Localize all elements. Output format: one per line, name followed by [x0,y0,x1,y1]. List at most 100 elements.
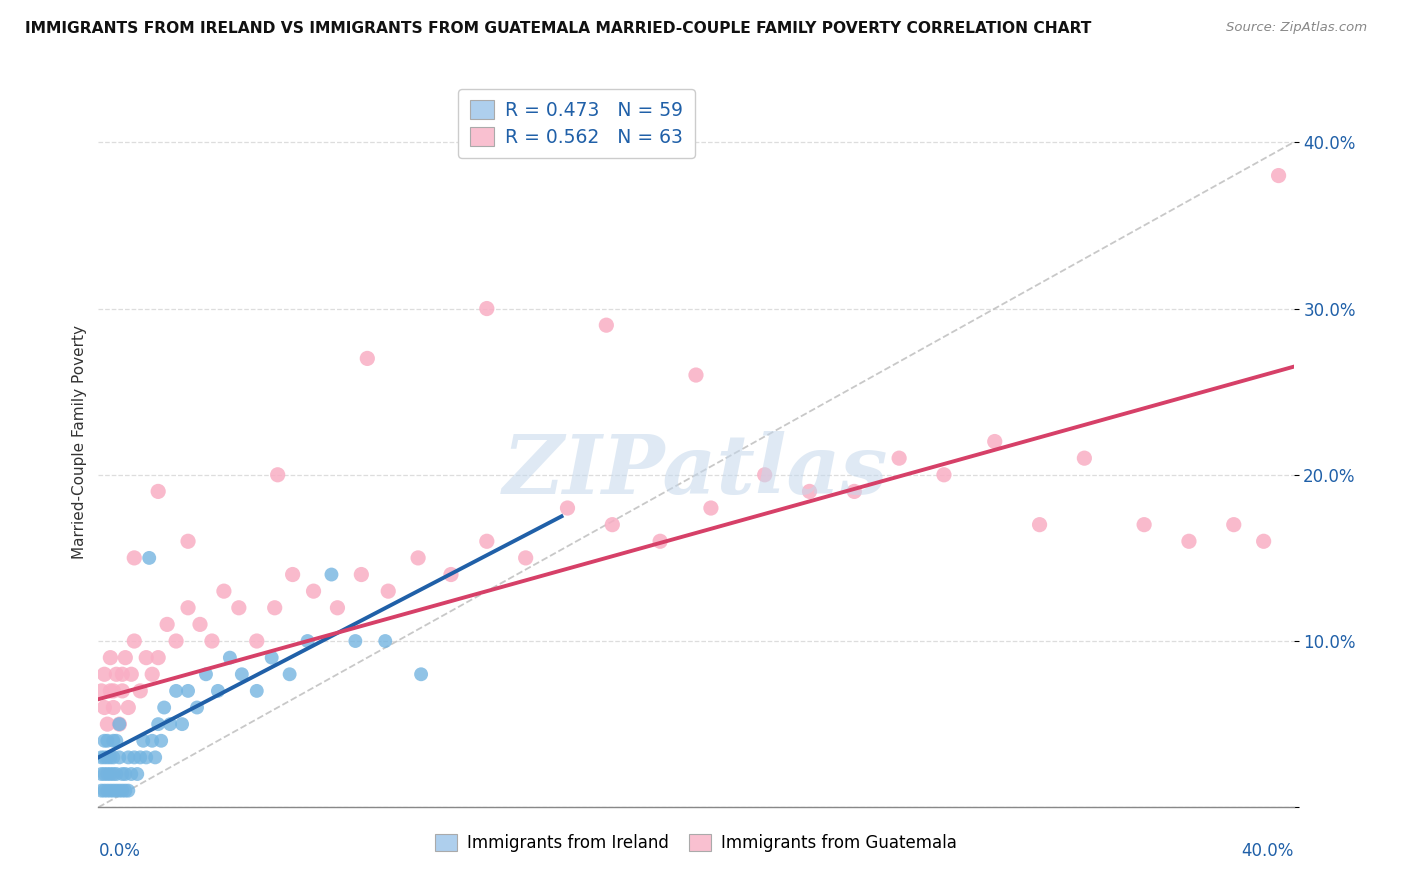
Text: Source: ZipAtlas.com: Source: ZipAtlas.com [1226,21,1367,35]
Text: IMMIGRANTS FROM IRELAND VS IMMIGRANTS FROM GUATEMALA MARRIED-COUPLE FAMILY POVER: IMMIGRANTS FROM IRELAND VS IMMIGRANTS FR… [25,21,1091,37]
Point [188,617,211,632]
Point [90,750,112,764]
Point [1073,451,1095,466]
Point [103,783,125,797]
Point [356,351,378,366]
Point [105,667,128,681]
Point [90,783,112,797]
Point [344,634,367,648]
Point [108,717,131,731]
Point [108,750,131,764]
Point [1267,169,1289,183]
Point [98,767,122,781]
Point [143,750,166,764]
Point [129,684,152,698]
Text: 40.0%: 40.0% [1241,842,1294,861]
Text: ZIPatlas: ZIPatlas [503,431,889,511]
Point [172,717,194,731]
Point [700,501,723,516]
Point [186,700,208,714]
Point [150,733,173,747]
Point [246,684,269,698]
Point [114,650,136,665]
Point [108,783,131,797]
Point [120,767,142,781]
Point [103,767,125,781]
Point [103,750,125,764]
Point [377,584,399,599]
Point [889,451,911,466]
Point [111,684,134,698]
Point [411,667,433,681]
Point [103,700,125,714]
Point [754,467,776,482]
Point [98,750,122,764]
Point [263,600,285,615]
Point [177,600,200,615]
Point [148,717,170,731]
Point [278,667,301,681]
Point [932,467,955,482]
Point [96,717,118,731]
Point [135,750,157,764]
Point [138,550,160,565]
Point [1223,517,1246,532]
Point [281,567,304,582]
Point [374,634,396,648]
Point [302,584,325,599]
Point [177,534,200,549]
Point [105,783,128,797]
Point [105,733,128,747]
Point [127,767,149,781]
Text: 0.0%: 0.0% [98,842,141,861]
Point [93,767,115,781]
Point [228,600,250,615]
Point [103,733,125,747]
Point [93,700,115,714]
Point [111,667,134,681]
Point [165,634,187,648]
Point [260,650,283,665]
Point [90,684,112,698]
Point [1178,534,1201,549]
Point [148,484,170,499]
Point [650,534,672,549]
Point [96,767,118,781]
Point [557,501,579,516]
Point [98,650,122,665]
Point [93,783,115,797]
Point [117,783,139,797]
Point [685,368,707,382]
Point [124,750,146,764]
Point [96,750,118,764]
Point [148,650,170,665]
Point [129,750,152,764]
Point [108,717,131,731]
Point [844,484,866,499]
Point [297,634,319,648]
Point [117,750,139,764]
Point [96,733,118,747]
Point [475,534,498,549]
Point [141,733,163,747]
Point [114,767,136,781]
Point [231,667,253,681]
Point [156,617,179,632]
Point [98,684,122,698]
Point [321,567,343,582]
Point [195,667,218,681]
Point [440,567,463,582]
Point [1133,517,1156,532]
Point [1253,534,1275,549]
Point [96,783,118,797]
Point [93,750,115,764]
Point [98,783,122,797]
Point [246,634,269,648]
Point [267,467,290,482]
Point [90,767,112,781]
Point [984,434,1007,449]
Y-axis label: Married-Couple Family Poverty: Married-Couple Family Poverty [72,325,87,558]
Point [93,667,115,681]
Point [111,783,134,797]
Point [350,567,373,582]
